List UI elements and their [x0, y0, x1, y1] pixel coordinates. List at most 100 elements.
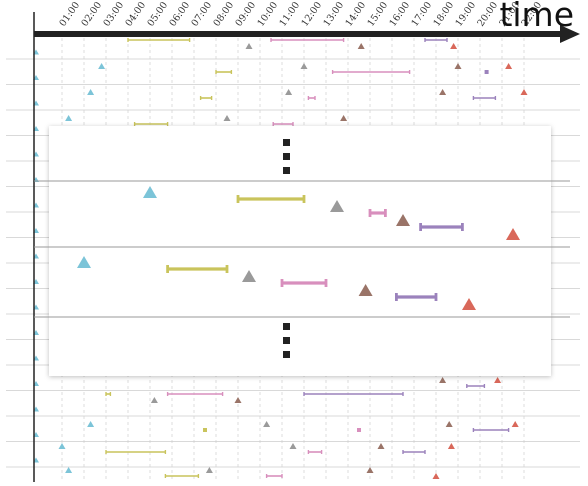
event-interval — [236, 195, 306, 203]
event-triangle — [396, 214, 410, 226]
event-triangle — [454, 63, 462, 69]
event-row — [87, 89, 528, 100]
tick-label: 12:00 — [299, 0, 324, 29]
tick-label: 02:00 — [79, 0, 104, 29]
axis-title: time — [499, 0, 574, 34]
event-point — [357, 428, 361, 432]
event-triangle — [87, 421, 95, 427]
event-interval — [424, 38, 448, 42]
ellipsis-dot — [283, 167, 290, 174]
tick-label: 13:00 — [321, 0, 346, 29]
event-interval — [199, 96, 213, 100]
ellipsis-dot — [283, 153, 290, 160]
event-triangle — [289, 443, 297, 449]
event-row — [439, 377, 502, 388]
event-interval — [307, 450, 323, 454]
tick-label: 17:00 — [409, 0, 434, 29]
event-triangle — [445, 421, 453, 427]
event-interval — [303, 392, 404, 396]
zoom-event-row — [77, 256, 476, 310]
tick-label: 03:00 — [101, 0, 126, 29]
zoom-panel-background — [49, 126, 551, 376]
tick-label: 08:00 — [211, 0, 236, 29]
tick-label: 01:00 — [57, 0, 82, 29]
tick-label: 05:00 — [145, 0, 170, 29]
vertical-ellipsis-icon — [283, 139, 290, 174]
event-triangle — [58, 443, 66, 449]
event-interval — [307, 96, 316, 100]
event-triangle — [285, 89, 293, 95]
event-triangle — [98, 63, 106, 69]
event-triangle — [439, 377, 447, 383]
tick-label: 19:00 — [453, 0, 478, 29]
zoom-event-row — [143, 186, 520, 240]
tick-label: 18:00 — [431, 0, 456, 29]
event-triangle — [87, 89, 95, 95]
ellipsis-dot — [283, 337, 290, 344]
event-triangle — [358, 284, 373, 296]
event-triangle — [242, 270, 256, 282]
event-interval — [164, 474, 200, 478]
event-interval — [402, 450, 426, 454]
event-triangle — [511, 421, 519, 427]
tick-label: 20:00 — [475, 0, 500, 29]
event-triangle — [450, 43, 458, 49]
event-triangle — [506, 228, 520, 240]
event-point — [203, 428, 207, 432]
event-interval — [331, 70, 411, 74]
event-row — [127, 38, 458, 49]
event-interval — [368, 209, 387, 217]
event-interval — [215, 70, 233, 74]
vertical-ellipsis-icon — [283, 323, 290, 358]
event-triangle — [357, 43, 365, 49]
zoom-panel — [34, 126, 570, 376]
ellipsis-dot — [283, 139, 290, 146]
event-triangle — [447, 443, 455, 449]
event-point — [484, 70, 489, 74]
event-row — [105, 392, 404, 403]
event-triangle — [462, 298, 476, 310]
event-interval — [472, 96, 497, 100]
event-triangle — [205, 467, 213, 473]
tick-label: 16:00 — [387, 0, 412, 29]
event-interval — [265, 474, 283, 478]
event-triangle — [223, 115, 231, 121]
tick-label: 09:00 — [233, 0, 258, 29]
event-interval — [272, 122, 294, 126]
background-event-rows — [58, 38, 528, 479]
event-triangle — [330, 200, 344, 212]
event-triangle — [300, 63, 308, 69]
event-interval — [127, 38, 191, 42]
event-triangle — [65, 115, 73, 121]
ellipsis-dot — [283, 351, 290, 358]
event-triangle — [143, 186, 157, 198]
event-triangle — [366, 467, 374, 473]
tick-label: 06:00 — [167, 0, 192, 29]
zoomed-event-rows — [77, 186, 520, 310]
event-row — [87, 421, 519, 432]
event-triangle — [263, 421, 271, 427]
event-triangle — [520, 89, 528, 95]
event-triangle — [65, 467, 73, 473]
ellipsis-dot — [283, 323, 290, 330]
event-triangle — [245, 43, 253, 49]
event-row — [58, 443, 455, 454]
event-triangle — [77, 256, 91, 268]
event-interval — [133, 122, 169, 126]
event-triangle — [505, 63, 513, 69]
event-interval — [166, 265, 229, 273]
event-row — [65, 115, 348, 126]
time-axis-arrowhead — [560, 25, 580, 43]
event-row — [98, 63, 513, 74]
event-interval — [466, 384, 486, 388]
event-interval — [394, 293, 438, 301]
event-row — [65, 467, 440, 479]
event-interval — [105, 450, 167, 454]
event-interval — [280, 279, 328, 287]
event-triangle — [150, 397, 158, 403]
event-triangle — [439, 89, 447, 95]
tick-label: 14:00 — [343, 0, 368, 29]
event-interval — [166, 392, 224, 396]
event-interval — [270, 38, 345, 42]
